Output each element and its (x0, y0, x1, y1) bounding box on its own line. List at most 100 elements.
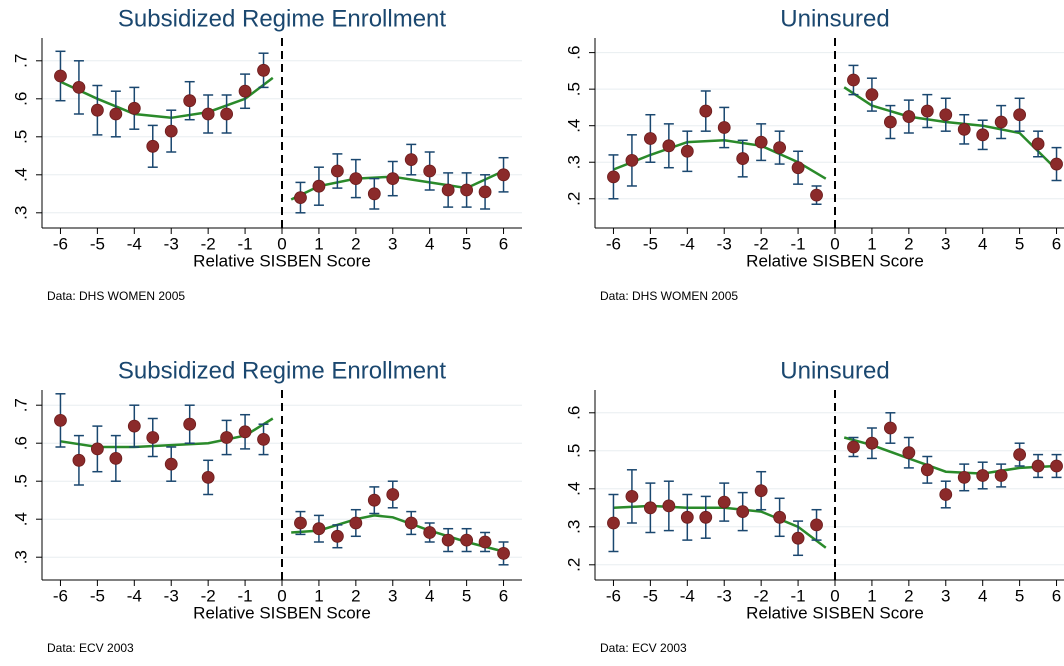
point (1031, 459, 1045, 473)
point (441, 183, 455, 197)
x-tick-label: -6 (606, 234, 621, 253)
y-tick-label: .4 (11, 512, 30, 526)
point (810, 188, 823, 202)
y-tick-label: .7 (11, 398, 30, 412)
x-tick-label: 1 (314, 234, 323, 253)
x-tick-label: -1 (238, 234, 253, 253)
point (662, 139, 676, 153)
x-tick-label: -1 (791, 586, 806, 605)
point (847, 73, 860, 87)
y-tick-label: .4 (564, 119, 583, 133)
point (497, 547, 510, 560)
point (791, 531, 805, 545)
point (90, 442, 104, 456)
point (754, 135, 768, 149)
point (810, 518, 823, 532)
point (330, 529, 344, 543)
point (423, 164, 437, 178)
plot-area (595, 38, 1064, 228)
point (146, 139, 160, 153)
point (680, 510, 694, 524)
point (976, 128, 990, 142)
point (994, 469, 1008, 482)
y-tick-label: .4 (11, 168, 30, 182)
panel: .3 .4 .5 .6 .7 -6 -5 -4 -3 -2 -1 0 1 2 3 4 5 6 Subsidized … (11, 5, 522, 303)
panel: .2 .3 .4 .5 .6 -6 -5 -4 -3 -2 -1 0 1 2 3 4 5 6 Uninsured Re… (564, 357, 1064, 655)
x-tick-label: -5 (90, 586, 105, 605)
x-tick-label: 6 (1052, 586, 1061, 605)
chart-title: Subsidized Regime Enrollment (118, 357, 446, 384)
point (164, 457, 178, 471)
point (976, 469, 990, 482)
point (183, 417, 197, 431)
point (736, 152, 750, 165)
point (773, 510, 787, 524)
point (607, 516, 620, 530)
plot-area (595, 390, 1064, 580)
x-tick-label: 2 (351, 586, 360, 605)
point (460, 533, 474, 547)
point (847, 440, 860, 454)
x-axis-label: Relative SISBEN Score (193, 603, 371, 622)
point (662, 499, 676, 513)
y-tick-label: .3 (564, 520, 583, 534)
x-tick-label: 0 (277, 234, 286, 253)
point (754, 484, 768, 498)
y-tick-label: .5 (11, 130, 30, 144)
x-tick-label: 6 (499, 586, 508, 605)
x-tick-label: -5 (643, 586, 658, 605)
point (883, 115, 897, 129)
point (1013, 448, 1027, 462)
y-tick-label: .6 (564, 46, 583, 60)
point (72, 453, 86, 467)
point (625, 489, 639, 503)
point (994, 115, 1008, 129)
x-tick-label: -6 (53, 586, 68, 605)
point (90, 103, 104, 117)
point (404, 153, 418, 167)
x-tick-label: -2 (754, 234, 769, 253)
x-tick-label: -4 (680, 586, 695, 605)
y-tick-label: .3 (564, 155, 583, 169)
x-tick-label: 0 (277, 586, 286, 605)
x-tick-label: -2 (201, 234, 216, 253)
x-tick-label: 2 (351, 234, 360, 253)
point (441, 533, 455, 547)
point (183, 94, 197, 108)
point (865, 88, 879, 102)
point (127, 101, 141, 115)
point (312, 522, 326, 536)
point (257, 432, 270, 446)
point (607, 170, 620, 184)
y-tick-label: .6 (11, 436, 30, 450)
x-tick-label: -4 (680, 234, 695, 253)
chart-title: Uninsured (780, 5, 889, 32)
x-tick-label: 2 (904, 586, 913, 605)
x-tick-label: -3 (717, 586, 732, 605)
point (643, 132, 657, 145)
point (791, 161, 805, 175)
x-tick-label: 0 (830, 586, 839, 605)
point (54, 69, 67, 83)
x-tick-label: 1 (867, 234, 876, 253)
panel: .3 .4 .5 .6 .7 -6 -5 -4 -3 -2 -1 0 1 2 3 4 5 6 Subsidized … (11, 357, 522, 655)
x-tick-label: 4 (978, 234, 987, 253)
point (386, 488, 400, 501)
x-tick-label: 6 (1052, 234, 1061, 253)
x-axis-label: Relative SISBEN Score (193, 251, 371, 270)
point (1050, 459, 1063, 473)
point (349, 516, 363, 530)
x-tick-label: 4 (425, 586, 434, 605)
point (127, 419, 141, 433)
point (386, 172, 400, 186)
y-tick-label: .6 (564, 406, 583, 420)
point (404, 516, 418, 530)
point (497, 168, 510, 182)
x-tick-label: -1 (238, 586, 253, 605)
point (294, 191, 307, 205)
point (164, 124, 178, 138)
point (367, 493, 381, 507)
x-tick-label: -6 (53, 234, 68, 253)
source-note: Data: DHS WOMEN 2005 (47, 289, 185, 303)
